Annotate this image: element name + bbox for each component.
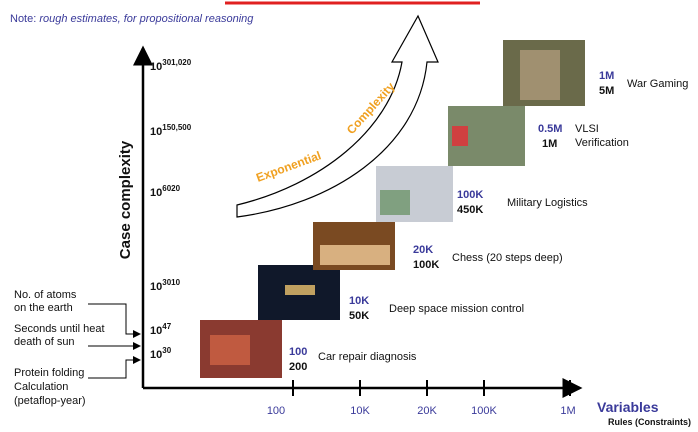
x-tick-label: 20K [417, 405, 437, 417]
variables-count: 20K [413, 244, 433, 256]
item-label: Verification [575, 137, 629, 149]
y-tick-label: 10150,500 [150, 123, 192, 138]
variables-count: 10K [349, 295, 369, 307]
item-label: Military Logistics [507, 197, 588, 209]
tick-exp: 47 [162, 322, 171, 331]
rules-count: 5M [599, 85, 614, 97]
tick-exp: 3010 [162, 278, 180, 287]
x-axis-label: Variables [597, 399, 659, 415]
item-label: Car repair diagnosis [318, 351, 417, 363]
slide: Note: rough estimates, for propositional… [0, 0, 698, 432]
annotation-arrows [88, 304, 140, 378]
item-label: VLSI [575, 123, 599, 135]
y-tick-label: 106020 [150, 184, 181, 199]
tick-base: 10 [150, 349, 162, 361]
tick-base: 10 [150, 325, 162, 337]
tick-base: 10 [150, 187, 162, 199]
y-tick-label: 103010 [150, 278, 181, 293]
note: Note: rough estimates, for propositional… [10, 13, 254, 25]
page: Note: rough estimates, for propositional… [0, 0, 698, 432]
rules-count: 50K [349, 310, 369, 322]
rules-count: 450K [457, 204, 483, 216]
x-tick-label: 100 [267, 405, 285, 417]
item-label: War Gaming [627, 78, 688, 90]
x-tick-label: 10K [350, 405, 370, 417]
y-axis-label: Case complexity [117, 140, 134, 259]
tick-base: 10 [150, 281, 162, 293]
annotation: Calculation [14, 381, 68, 393]
y-tick-label: 1047 [150, 322, 172, 337]
variables-count: 100K [457, 189, 483, 201]
x-tick-label: 1M [560, 405, 575, 417]
tick-exp: 301,020 [162, 58, 191, 67]
annotation: Protein folding [14, 367, 84, 379]
annotation: No. of atoms [14, 289, 77, 301]
variables-count: 100 [289, 346, 307, 358]
variables-count: 1M [599, 70, 614, 82]
tick-base: 10 [150, 61, 162, 73]
rules-count: 200 [289, 361, 307, 373]
annotation: Seconds until heat [14, 323, 105, 335]
annotation: on the earth [14, 302, 73, 314]
x-tick-label: 100K [471, 405, 497, 417]
x-axis-sublabel: Rules (Constraints) [608, 417, 691, 427]
tick-exp: 30 [162, 346, 171, 355]
item-label: Deep space mission control [389, 303, 524, 315]
tick-exp: 150,500 [162, 123, 191, 132]
rules-count: 100K [413, 259, 439, 271]
item-label: Chess (20 steps deep) [452, 252, 563, 264]
rules-count: 1M [542, 138, 557, 150]
y-tick-label: 1030 [150, 346, 172, 361]
annotation: (petaflop-year) [14, 395, 86, 407]
variables-count: 0.5M [538, 123, 562, 135]
y-tick-label: 10301,020 [150, 58, 192, 73]
tick-exp: 6020 [162, 184, 180, 193]
annotation: death of sun [14, 336, 75, 348]
tick-base: 10 [150, 126, 162, 138]
